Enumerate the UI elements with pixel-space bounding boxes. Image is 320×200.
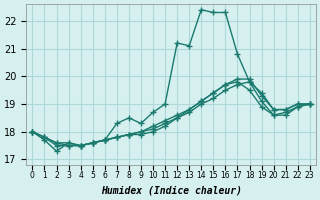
X-axis label: Humidex (Indice chaleur): Humidex (Indice chaleur) <box>100 186 242 196</box>
